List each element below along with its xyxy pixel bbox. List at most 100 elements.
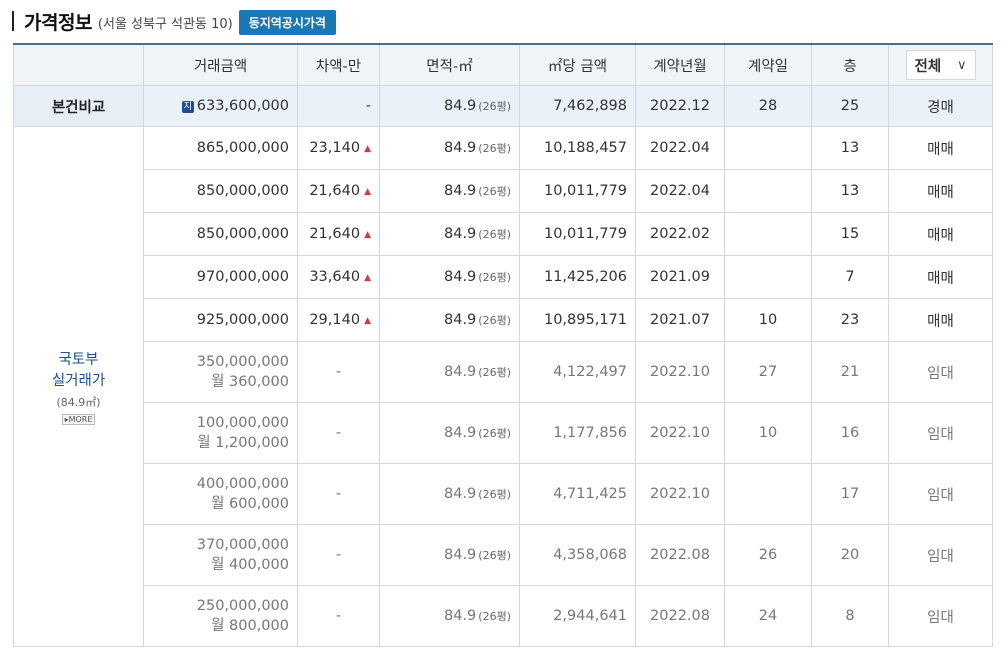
deal-area-py: (26평) [478,228,511,241]
compare-type: 경매 [888,85,993,127]
rent-type: 임대 [888,402,993,464]
deal-area: 84.9 [444,312,477,328]
deal-area: 84.9 [444,269,477,285]
rent-day: 26 [724,524,812,586]
rent-area-cell: 84.9 (26평) [379,585,520,647]
deal-ym: 2022.04 [635,126,725,170]
rent-monthly: 월 600,000 [211,496,289,512]
rent-per-m2: 4,122,497 [519,341,636,403]
rent-monthly: 월 1,200,000 [197,435,289,451]
deal-per-m2: 10,011,779 [519,212,636,256]
rent-ym: 2022.10 [635,341,725,403]
compare-floor: 25 [811,85,889,127]
rent-type: 임대 [888,585,993,647]
type-filter-select[interactable]: 전체 ∨ [905,50,976,80]
rent-per-m2: 4,711,425 [519,463,636,525]
table-row: 100,000,000 월 1,200,000 - 84.9 (26평) 1,177… [14,402,993,464]
more-button[interactable]: ▸MORE [61,413,96,425]
deal-floor: 13 [811,126,889,170]
rent-diff: - [297,341,380,403]
up-triangle-icon: ▲ [364,316,371,326]
rent-day: 27 [724,341,812,403]
col-floor: 층 [811,43,889,86]
rent-day: 24 [724,585,812,647]
official-price-button[interactable]: 동지역공시가격 [238,9,336,35]
rent-amount-cell: 350,000,000 월 360,000 [143,341,298,403]
deal-diff: 21,640 [309,226,361,242]
rent-area-cell: 84.9 (26평) [379,524,520,586]
header-empty [13,43,144,86]
deal-type: 매매 [888,255,993,299]
deal-diff: 23,140 [309,140,361,156]
deal-area-cell: 84.9 (26평) [379,255,520,299]
rent-diff: - [297,463,380,525]
deal-type: 매매 [888,126,993,170]
rent-ym: 2022.10 [635,463,725,525]
group-area: (84.9㎡) [56,395,101,409]
compare-label: 본건비교 [13,85,144,127]
deal-day: 10 [724,298,812,342]
deal-area: 84.9 [444,140,477,156]
rent-type: 임대 [888,341,993,403]
rent-floor: 20 [811,524,889,586]
deal-floor: 15 [811,212,889,256]
deal-day [724,126,812,170]
rent-ym: 2022.08 [635,524,725,586]
deal-area-py: (26평) [478,185,511,198]
rent-area-py: (26평) [478,610,511,623]
group-label-line2: 실거래가 [51,372,106,389]
rent-monthly: 월 360,000 [211,374,289,390]
address-text: (서울 성북구 석관동 10) [97,17,233,32]
deal-diff: 29,140 [309,312,361,328]
deal-floor: 7 [811,255,889,299]
rent-area: 84.9 [444,486,477,502]
deal-amount: 925,000,000 [143,298,298,342]
rent-amount-cell: 100,000,000 월 1,200,000 [143,402,298,464]
rent-area-py: (26평) [478,549,511,562]
rent-amount-cell: 370,000,000 월 400,000 [143,524,298,586]
rent-ym: 2022.10 [635,402,725,464]
section-title: 가격정보 [24,11,92,34]
rent-monthly: 월 800,000 [211,618,289,634]
rent-deposit: 350,000,000 [196,354,289,370]
chevron-down-icon: ∨ [956,57,967,73]
compare-area-py: (26평) [478,100,511,113]
rent-amount-cell: 250,000,000 월 800,000 [143,585,298,647]
rent-diff: - [297,402,380,464]
deal-floor: 13 [811,169,889,213]
rent-deposit: 370,000,000 [196,537,289,553]
deal-per-m2: 10,188,457 [519,126,636,170]
rent-type: 임대 [888,524,993,586]
col-per-m2: ㎡당 금액 [519,43,636,86]
table-row: 350,000,000 월 360,000 - 84.9 (26평) 4,122,4… [14,341,993,403]
deal-ym: 2022.04 [635,169,725,213]
rent-day [724,463,812,525]
deal-area: 84.9 [444,226,477,242]
deal-per-m2: 10,895,171 [519,298,636,342]
rent-area-py: (26평) [478,366,511,379]
deal-area-py: (26평) [478,271,511,284]
up-triangle-icon: ▲ [364,187,371,197]
rent-per-m2: 4,358,068 [519,524,636,586]
rent-area-cell: 84.9 (26평) [379,402,520,464]
deal-type: 매매 [888,169,993,213]
table-header-row: 거래금액 차액-만 면적-㎡ ㎡당 금액 계약년월 계약일 층 전체 ∨ [13,43,993,86]
deal-diff-cell: 33,640 ▲ [297,255,380,299]
rent-area-cell: 84.9 (26평) [379,463,520,525]
table-row: 850,000,000 21,640 ▲ 84.9 (26평) 10,011,779… [14,212,993,256]
section-header: 가격정보 (서울 성북구 석관동 10) 동지역공시가격 [12,6,336,36]
col-amount: 거래금액 [143,43,298,86]
rent-floor: 16 [811,402,889,464]
deal-diff-cell: 23,140 ▲ [297,126,380,170]
rent-diff: - [297,524,380,586]
deal-area-cell: 84.9 (26평) [379,126,520,170]
compare-row: 본건비교 지 633,600,000 - 84.9 (26평) 7,462,898 … [13,85,993,127]
deal-per-m2: 11,425,206 [519,255,636,299]
rent-area: 84.9 [444,425,477,441]
compare-area: 84.9 [444,98,477,114]
deal-diff-cell: 29,140 ▲ [297,298,380,342]
col-area: 면적-㎡ [379,43,520,86]
deal-area-py: (26평) [478,314,511,327]
rent-floor: 21 [811,341,889,403]
rent-per-m2: 2,944,641 [519,585,636,647]
